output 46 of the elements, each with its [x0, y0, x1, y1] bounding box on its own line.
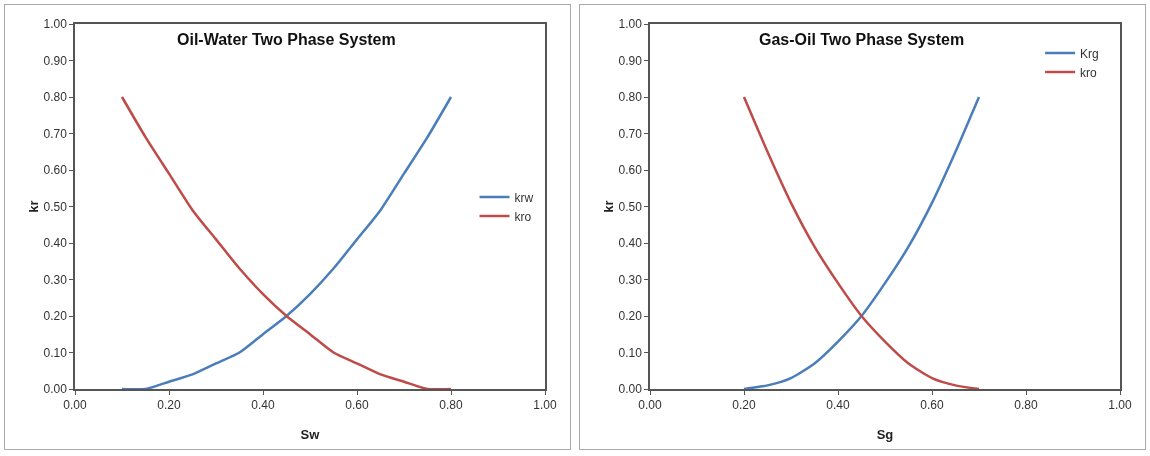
x-tick-label: 0.60: [345, 398, 369, 413]
y-tick-label: 0.00: [43, 382, 68, 397]
legend-label: kro: [1080, 65, 1098, 80]
x-tick-label: 0.00: [638, 398, 662, 413]
x-tick-label: 0.00: [63, 398, 87, 413]
y-tick-label: 0.30: [618, 272, 643, 287]
y-tick-label: 0.10: [618, 345, 643, 360]
y-tick-label: 0.20: [618, 309, 643, 324]
y-tick-label: 0.00: [618, 382, 643, 397]
chart-title: Gas-Oil Two Phase System: [759, 31, 965, 48]
y-tick-label: 0.40: [618, 236, 643, 251]
x-axis-title: Sg: [876, 426, 894, 442]
y-tick-label: 0.50: [43, 199, 68, 214]
line-series: [120, 95, 453, 389]
x-tick-label: 0.20: [732, 398, 756, 413]
x-tick-label: 0.20: [157, 398, 181, 413]
y-tick-label: 0.10: [43, 345, 68, 360]
y-tick-label: 1.00: [43, 17, 68, 32]
y-tick-label: 0.60: [43, 163, 68, 178]
y-tick-label: 0.20: [43, 309, 68, 324]
x-tick-label: 1.00: [533, 398, 557, 413]
x-tick-label: 0.40: [251, 398, 275, 413]
chart-title: Oil-Water Two Phase System: [177, 31, 396, 48]
y-tick-label: 0.70: [618, 126, 643, 141]
y-tick-label: 0.80: [618, 90, 643, 105]
x-axis-title: Sw: [300, 426, 321, 442]
y-tick-label: 0.80: [43, 90, 68, 105]
legend-label: Krg: [1080, 46, 1099, 61]
legend-label: krw: [514, 190, 534, 205]
y-tick-label: 0.60: [618, 163, 643, 178]
y-tick-label: 0.40: [43, 236, 68, 251]
y-axis-title: kr: [601, 200, 617, 213]
y-tick-label: 0.90: [43, 53, 68, 68]
y-tick-label: 0.30: [43, 272, 68, 287]
line-series: [742, 95, 981, 389]
x-tick-label: 1.00: [1108, 398, 1132, 413]
x-tick-label: 0.80: [1014, 398, 1038, 413]
legend-label: kro: [514, 209, 532, 224]
y-axis-title: kr: [26, 200, 42, 213]
y-tick-label: 0.70: [43, 126, 68, 141]
x-tick-label: 0.60: [920, 398, 944, 413]
y-tick-label: 1.00: [618, 17, 643, 32]
y-tick-label: 0.50: [618, 199, 643, 214]
x-tick-label: 0.80: [439, 398, 463, 413]
x-tick-label: 0.40: [826, 398, 850, 413]
y-tick-label: 0.90: [618, 53, 643, 68]
